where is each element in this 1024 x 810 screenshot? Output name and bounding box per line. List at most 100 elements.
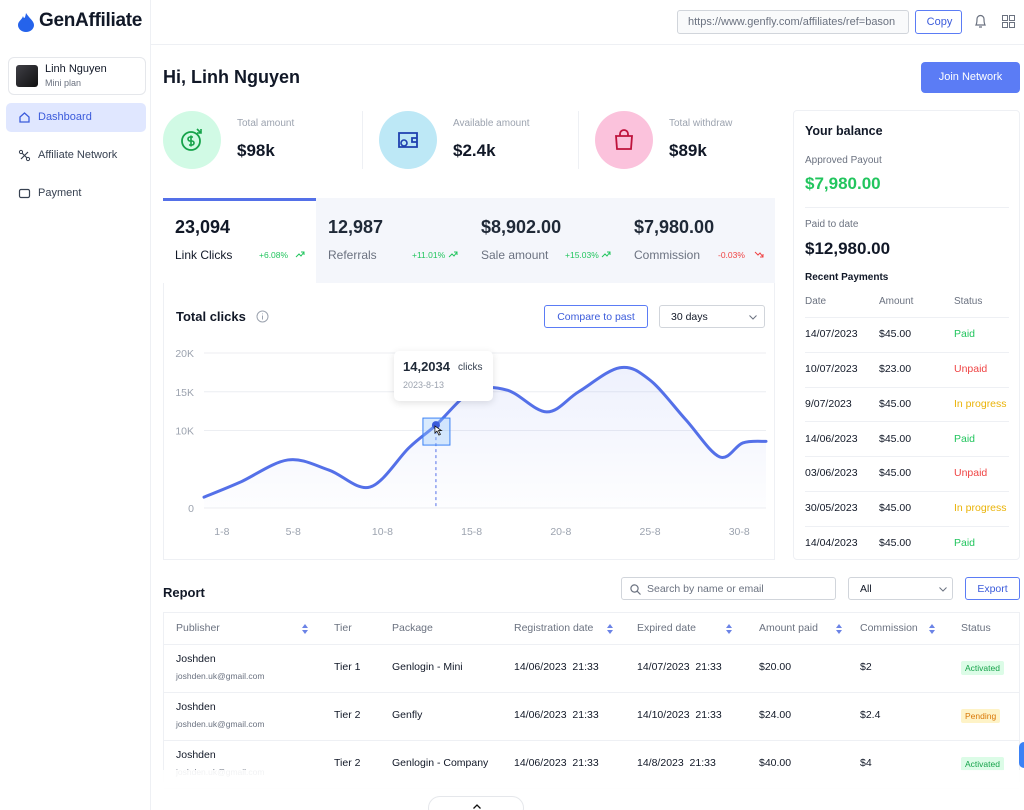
status-badge: Pending [961, 709, 1001, 723]
table-row-line [164, 740, 1019, 741]
payment-date: 10/07/2023 [805, 363, 858, 376]
icon-shape [18, 149, 24, 155]
icon-shape [615, 129, 633, 150]
icon-shape [302, 624, 308, 634]
nav-item[interactable]: Payment [6, 179, 146, 208]
paid-value: $12,980.00 [805, 239, 891, 259]
kpi-value: 12,987 [328, 216, 384, 237]
icon-shape [256, 310, 269, 323]
brand-logo [18, 13, 34, 32]
range-select[interactable]: 30 days [659, 305, 765, 328]
range-label: 30 days [671, 310, 708, 323]
kpi-tab[interactable]: 12,987 Referrals +11.01% [316, 198, 469, 283]
nav-item[interactable]: Affiliate Network [6, 141, 146, 170]
y-tick-label: 10K [175, 426, 194, 438]
cell-commission: $2.4 [860, 709, 881, 722]
status-badge: Activated [961, 661, 1004, 675]
payment-row-line [805, 490, 1009, 492]
kpi-trend-icon [601, 251, 611, 258]
kpi-trend-icon [295, 251, 305, 258]
payment-status: Unpaid [954, 363, 988, 376]
user-avatar [16, 65, 38, 87]
sort-icon [607, 624, 613, 634]
compare-button[interactable]: Compare to past [544, 305, 648, 328]
nav-item[interactable]: Dashboard [6, 103, 146, 132]
search-placeholder: Search by name or email [647, 582, 764, 595]
icon-shape [398, 132, 418, 148]
copy-label: Copy [926, 16, 953, 29]
bell-icon [975, 14, 986, 28]
line-area [204, 367, 766, 508]
kpi-label: Commission [634, 247, 701, 262]
sort-icon [302, 624, 308, 634]
icon-shape [630, 584, 639, 593]
icon-shape [295, 251, 305, 258]
export-button[interactable]: Export [965, 577, 1020, 600]
tooltip-date: 2023-8-13 [403, 380, 445, 391]
approved-value: $7,980.00 [805, 174, 881, 194]
cell-amount: $24.00 [759, 709, 792, 722]
brand-name: GenAffiliate [39, 10, 143, 32]
nav-icon [18, 149, 31, 162]
payments-header-line [805, 317, 1009, 318]
icon-shape [601, 251, 611, 258]
icon-shape [1009, 22, 1015, 28]
user-plan: Mini plan [45, 78, 82, 89]
payment-row-line [805, 386, 1009, 388]
summary-divider [362, 111, 363, 169]
cell-tier: Tier 1 [334, 661, 361, 674]
publisher-name: Joshden [176, 749, 216, 762]
bottom-fade [151, 770, 1024, 810]
summary-icon [181, 128, 202, 151]
payment-status: In progress [954, 501, 1007, 514]
payment-row-line [805, 456, 1009, 458]
table-header: Publisher [176, 622, 220, 635]
kpi-tab[interactable]: $8,902.00 Sale amount +15.03% [469, 198, 622, 283]
scroll-handle[interactable] [428, 796, 524, 810]
kpi-tab[interactable]: $7,980.00 Commission -0.03% [622, 198, 775, 283]
hover-point [431, 421, 440, 430]
kpi-label: Referrals [328, 247, 377, 262]
kpi-change: -0.03% [718, 249, 745, 260]
cell-expired: 14/07/2023 21:33 [637, 661, 722, 674]
summary-icon [615, 129, 633, 150]
icon-shape [473, 804, 481, 809]
y-tick-label: 15K [175, 387, 194, 399]
search-box[interactable]: Search by name or email [621, 577, 836, 600]
copy-button[interactable]: Copy [915, 10, 962, 34]
icon-shape [20, 151, 29, 160]
table-header-line [164, 644, 1019, 645]
info-icon [256, 310, 269, 323]
summary-divider [578, 111, 579, 169]
payment-date: 14/06/2023 [805, 432, 858, 445]
user-card: Linh Nguyen Mini plan [8, 57, 146, 95]
icon-shape [1002, 22, 1008, 28]
topbar-border [151, 44, 1024, 45]
line-chart: 0 10K 15K 20K 1-8 5-8 10-8 15-8 20-8 25-8 30-8 [175, 348, 768, 538]
icon-shape [929, 624, 935, 634]
publisher-email: joshden.uk@gmail.com [176, 718, 265, 729]
icon-shape [726, 624, 732, 634]
line-series [202, 365, 768, 499]
chart-card: Total clicks Compare to past 30 days 0 10K 15… [163, 283, 775, 560]
icon-shape [1009, 15, 1015, 21]
kpi-value: $7,980.00 [634, 216, 715, 237]
icon-shape [187, 128, 202, 147]
cell-tier: Tier 2 [334, 757, 361, 770]
payment-amount: $45.00 [879, 501, 912, 514]
cell-commission: $2 [860, 661, 872, 674]
filter-select[interactable]: All [848, 577, 953, 600]
payment-row-line [805, 525, 1009, 527]
kpi-tab[interactable]: 23,094 Link Clicks +6.08% [163, 198, 316, 283]
join-button[interactable]: Join Network [921, 62, 1020, 93]
summary-value: $89k [669, 141, 707, 161]
cell-amount: $20.00 [759, 661, 792, 674]
scroll-indicator [1019, 742, 1024, 768]
payment-status: Paid [954, 432, 976, 445]
sort-icon [929, 624, 935, 634]
payment-amount: $45.00 [879, 397, 912, 410]
cell-registered: 14/06/2023 21:33 [514, 661, 599, 674]
status-label: Activated [965, 662, 1000, 673]
chart-title: Total clicks [176, 308, 246, 324]
icon-shape [448, 251, 458, 258]
